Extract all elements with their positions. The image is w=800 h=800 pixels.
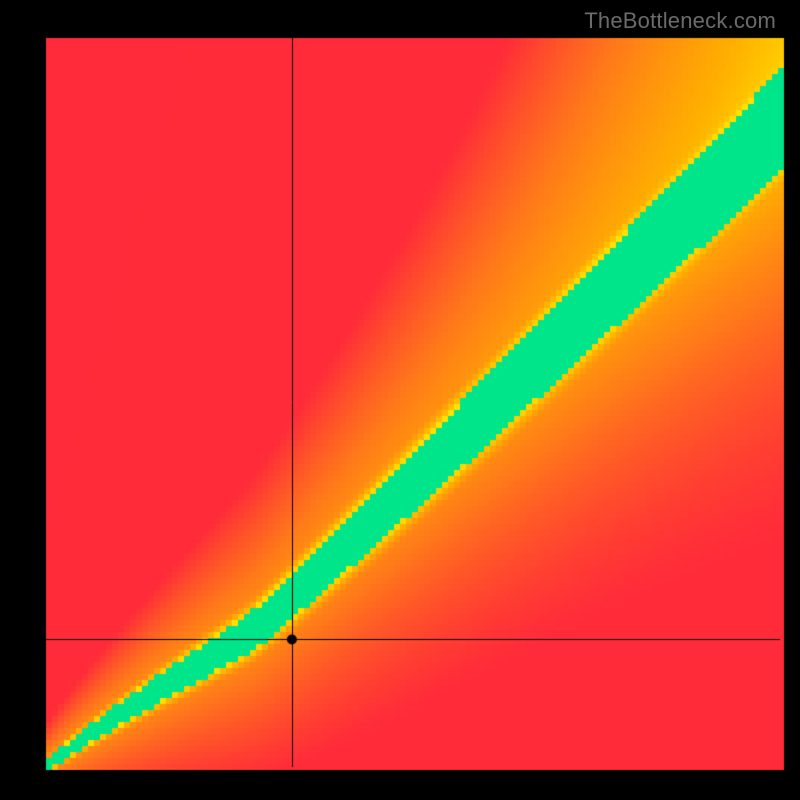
- chart-container: TheBottleneck.com: [0, 0, 800, 800]
- bottleneck-heatmap: [0, 0, 800, 800]
- watermark-label: TheBottleneck.com: [584, 8, 776, 34]
